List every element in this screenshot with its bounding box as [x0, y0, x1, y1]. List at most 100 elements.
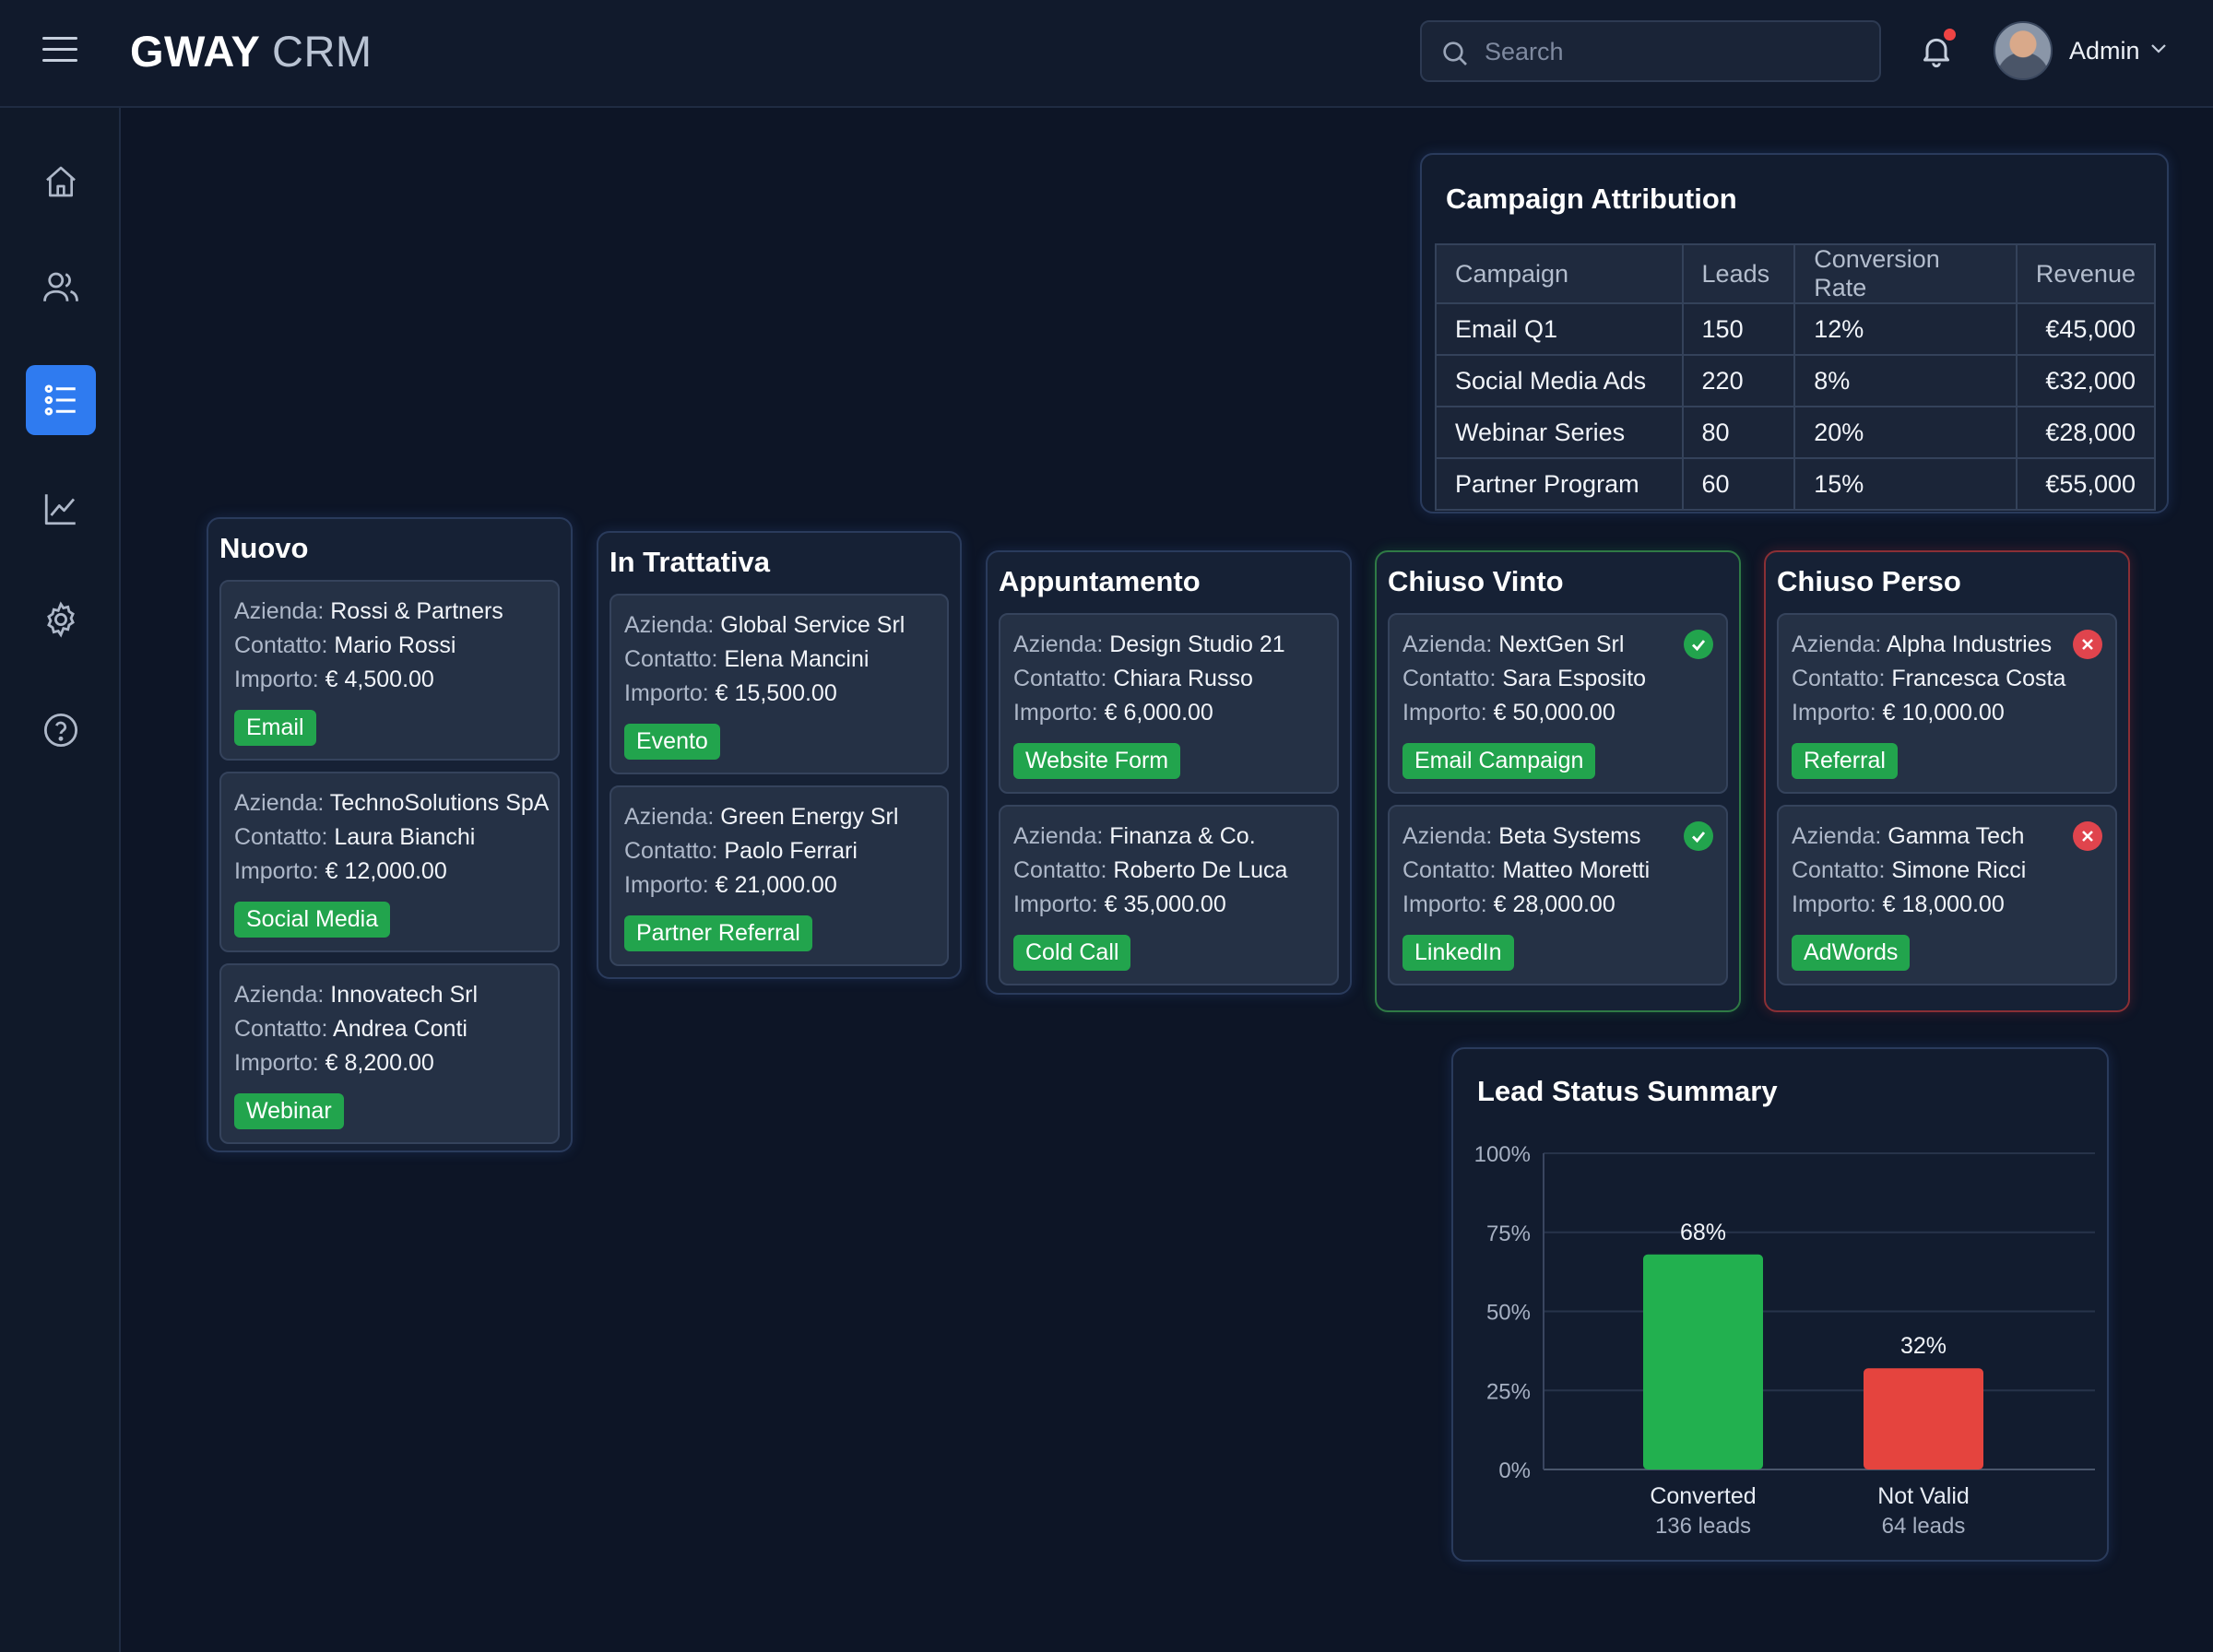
bar-not-valid — [1864, 1368, 1983, 1469]
pipeline-column-in-trattativa: In Trattativa Azienda: Global Service Sr… — [597, 531, 962, 979]
deal-card[interactable]: Azienda: Global Service Srl Contatto: El… — [609, 594, 949, 774]
deal-card[interactable]: Azienda: NextGen Srl Contatto: Sara Espo… — [1388, 613, 1728, 794]
card-company: Azienda: TechnoSolutions SpA — [234, 790, 550, 816]
card-contact: Contatto: Elena Mancini — [624, 646, 870, 672]
pipeline-column-appuntamento: Appuntamento Azienda: Design Studio 21 C… — [986, 550, 1352, 995]
chevron-down-icon[interactable] — [2149, 42, 2168, 55]
brand-logo[interactable]: GWAY CRM — [130, 26, 373, 77]
column-title: Nuovo — [219, 532, 309, 564]
card-amount: Importo: € 18,000.00 — [1792, 891, 2005, 917]
deal-card[interactable]: Azienda: Green Energy Srl Contatto: Paol… — [609, 785, 949, 966]
cell-conversion: 12% — [1793, 302, 2018, 356]
x-sublabel: 64 leads — [1882, 1514, 1966, 1539]
cell-leads: 150 — [1681, 302, 1796, 356]
cell-campaign: Partner Program — [1435, 457, 1684, 511]
card-company: Azienda: Design Studio 21 — [1013, 631, 1285, 657]
y-tick-label: 25% — [1486, 1379, 1531, 1404]
y-tick-label: 100% — [1474, 1142, 1531, 1167]
search-box[interactable] — [1420, 20, 1881, 82]
check-icon — [1684, 821, 1713, 851]
card-company: Azienda: Finanza & Co. — [1013, 823, 1256, 849]
x-sublabel: 136 leads — [1655, 1514, 1751, 1539]
deal-card[interactable]: Azienda: Rossi & Partners Contatto: Mari… — [219, 580, 560, 761]
card-amount: Importo: € 15,500.00 — [624, 680, 837, 706]
card-contact: Contatto: Laura Bianchi — [234, 824, 476, 850]
gear-icon — [47, 601, 75, 638]
source-tag[interactable]: Cold Call — [1013, 935, 1131, 971]
source-tag[interactable]: Partner Referral — [624, 915, 812, 951]
bar-value-label: 68% — [1680, 1220, 1726, 1245]
cell-leads: 220 — [1681, 354, 1796, 407]
table-row[interactable]: Social Media Ads 220 8% €32,000 — [1435, 354, 2157, 407]
source-tag[interactable]: Referral — [1792, 743, 1898, 779]
card-company: Azienda: Beta Systems — [1402, 823, 1641, 849]
bell-icon[interactable] — [1918, 31, 1955, 70]
pipeline-column-chiuso-vinto: Chiuso Vinto Azienda: NextGen Srl Contat… — [1375, 550, 1741, 1012]
sidebar-item-settings[interactable] — [26, 584, 96, 655]
cell-conversion: 20% — [1793, 406, 2018, 459]
table-header-row: Campaign Leads Conversion Rate Revenue — [1435, 243, 2157, 304]
column-title: Chiuso Vinto — [1388, 565, 1564, 597]
source-tag[interactable]: AdWords — [1792, 935, 1911, 971]
pipeline-column-nuovo: Nuovo Azienda: Rossi & Partners Contatto… — [207, 517, 573, 1152]
help-icon — [43, 713, 78, 748]
cell-revenue: €55,000 — [2015, 457, 2157, 511]
sidebar-item-pipeline[interactable] — [26, 365, 96, 435]
sidebar-item-home[interactable] — [26, 147, 96, 217]
deal-card[interactable]: Azienda: Beta Systems Contatto: Matteo M… — [1388, 805, 1728, 985]
deal-card[interactable]: Azienda: Finanza & Co. Contatto: Roberto… — [999, 805, 1339, 985]
sidebar-item-help[interactable] — [26, 695, 96, 765]
card-amount: Importo: € 4,500.00 — [234, 667, 434, 692]
source-tag[interactable]: Email — [234, 710, 316, 746]
source-tag[interactable]: Social Media — [234, 902, 391, 938]
deal-card[interactable]: Azienda: Gamma Tech Contatto: Simone Ric… — [1777, 805, 2117, 985]
chart-icon — [44, 494, 76, 525]
x-category-label: Not Valid — [1877, 1483, 1970, 1509]
deal-card[interactable]: Azienda: Alpha Industries Contatto: Fran… — [1777, 613, 2117, 794]
source-tag[interactable]: Evento — [624, 724, 720, 760]
table-row[interactable]: Partner Program 60 15% €55,000 — [1435, 457, 2157, 511]
y-tick-label: 75% — [1486, 1221, 1531, 1246]
cell-campaign: Social Media Ads — [1435, 354, 1684, 407]
source-tag[interactable]: Webinar — [234, 1093, 344, 1129]
sidebar — [0, 108, 121, 1652]
column-title: Appuntamento — [999, 565, 1201, 597]
list-icon — [44, 384, 76, 416]
deal-card[interactable]: Azienda: TechnoSolutions SpA Contatto: L… — [219, 772, 560, 952]
cell-revenue: €32,000 — [2015, 354, 2157, 407]
column-header-campaign[interactable]: Campaign — [1435, 243, 1684, 304]
source-tag[interactable]: Website Form — [1013, 743, 1181, 779]
cell-campaign: Email Q1 — [1435, 302, 1684, 356]
card-contact: Contatto: Mario Rossi — [234, 632, 456, 658]
column-header-leads[interactable]: Leads — [1681, 243, 1796, 304]
sidebar-item-contacts[interactable] — [26, 252, 96, 322]
user-name[interactable]: Admin — [2069, 37, 2140, 65]
column-header-revenue[interactable]: Revenue — [2015, 243, 2157, 304]
card-contact: Contatto: Paolo Ferrari — [624, 838, 858, 864]
x-icon — [2073, 630, 2102, 659]
lead-status-panel: Lead Status Summary 0% 25% 50% 75% 100% 68% Co… — [1451, 1047, 2109, 1562]
sidebar-item-analytics[interactable] — [26, 474, 96, 544]
search-icon — [1443, 41, 1467, 65]
bar-value-label: 32% — [1900, 1333, 1947, 1359]
card-amount: Importo: € 35,000.00 — [1013, 891, 1226, 917]
campaign-attribution-panel: Campaign Attribution Campaign Leads Conv… — [1420, 153, 2169, 513]
deal-card[interactable]: Azienda: Innovatech Srl Contatto: Andrea… — [219, 963, 560, 1144]
search-input[interactable] — [1485, 31, 1863, 72]
table-row[interactable]: Webinar Series 80 20% €28,000 — [1435, 406, 2157, 459]
cell-leads: 80 — [1681, 406, 1796, 459]
source-tag[interactable]: Email Campaign — [1402, 743, 1596, 779]
column-header-conversion[interactable]: Conversion Rate — [1793, 243, 2018, 304]
card-amount: Importo: € 10,000.00 — [1792, 700, 2005, 726]
home-icon — [46, 166, 76, 197]
check-icon — [1684, 630, 1713, 659]
menu-icon[interactable] — [42, 37, 77, 65]
source-tag[interactable]: LinkedIn — [1402, 935, 1514, 971]
deal-card[interactable]: Azienda: Design Studio 21 Contatto: Chia… — [999, 613, 1339, 794]
avatar[interactable] — [1994, 21, 2053, 80]
card-amount: Importo: € 21,000.00 — [624, 872, 837, 898]
card-company: Azienda: Alpha Industries — [1792, 631, 2053, 657]
column-title: Chiuso Perso — [1777, 565, 1961, 597]
table-row[interactable]: Email Q1 150 12% €45,000 — [1435, 302, 2157, 356]
campaign-table: Campaign Leads Conversion Rate Revenue E… — [1435, 243, 2157, 511]
